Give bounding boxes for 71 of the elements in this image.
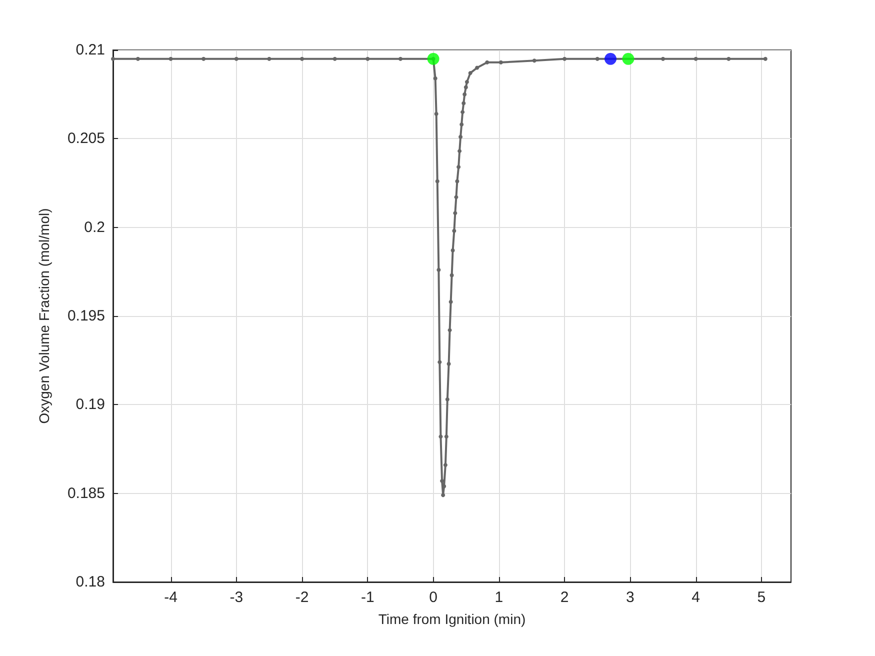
point bbox=[444, 434, 448, 439]
point bbox=[438, 434, 443, 439]
point bbox=[438, 360, 442, 364]
x-tick-label: 4 bbox=[692, 589, 700, 606]
y-tick-label: 0.205 bbox=[67, 130, 105, 148]
point bbox=[455, 179, 460, 184]
point bbox=[202, 56, 206, 61]
point bbox=[136, 56, 140, 61]
point bbox=[485, 60, 490, 64]
point bbox=[462, 92, 467, 96]
point bbox=[234, 56, 238, 61]
y-tick-label: 0.18 bbox=[76, 574, 105, 590]
point bbox=[458, 149, 462, 154]
point bbox=[435, 179, 440, 184]
point bbox=[366, 56, 370, 61]
point bbox=[427, 52, 440, 65]
point bbox=[460, 122, 464, 126]
x-tick-label: 1 bbox=[494, 589, 504, 606]
point bbox=[450, 273, 454, 278]
point bbox=[436, 268, 441, 272]
y-tick-label: 0.2 bbox=[84, 218, 105, 236]
point bbox=[595, 56, 600, 61]
point bbox=[464, 85, 468, 90]
point bbox=[458, 134, 463, 139]
point bbox=[111, 56, 115, 61]
x-tick-label: 0 bbox=[429, 589, 438, 606]
point bbox=[661, 56, 666, 61]
point bbox=[450, 248, 455, 252]
x-tick-label: -2 bbox=[295, 589, 309, 606]
y-tick-label: 0.19 bbox=[76, 396, 105, 414]
x-tick-label: -1 bbox=[360, 589, 374, 606]
point bbox=[453, 211, 458, 216]
x-tick-label: 3 bbox=[626, 589, 634, 606]
y-tick-label: 0.21 bbox=[76, 42, 105, 58]
point bbox=[456, 165, 461, 170]
x-axis-title: Time from Ignition (min) bbox=[378, 611, 526, 627]
point bbox=[434, 112, 438, 116]
point bbox=[622, 52, 634, 65]
y-axis-title: Oxygen Volume Fraction (mol/mol) bbox=[36, 208, 52, 424]
point bbox=[300, 56, 304, 61]
y-tick-label: 0.195 bbox=[67, 308, 105, 324]
point bbox=[448, 300, 453, 304]
x-tick-label: -4 bbox=[164, 589, 178, 606]
point bbox=[462, 101, 466, 106]
point bbox=[446, 362, 451, 366]
point bbox=[267, 56, 272, 61]
point bbox=[694, 56, 698, 61]
point bbox=[475, 66, 480, 70]
point bbox=[562, 56, 567, 61]
x-tick-label: 5 bbox=[757, 589, 766, 606]
point bbox=[498, 60, 503, 64]
point bbox=[464, 80, 469, 84]
point bbox=[448, 328, 452, 332]
point bbox=[441, 493, 446, 498]
point bbox=[443, 462, 448, 467]
x-tick-label: 2 bbox=[560, 589, 569, 606]
y-tick-label: 0.185 bbox=[67, 484, 105, 502]
point bbox=[454, 195, 458, 200]
point bbox=[445, 397, 450, 402]
point bbox=[332, 56, 337, 61]
point bbox=[763, 56, 768, 61]
point bbox=[398, 56, 402, 61]
x-tick-label: -3 bbox=[230, 589, 244, 606]
point bbox=[460, 110, 465, 114]
point bbox=[452, 228, 456, 233]
point bbox=[532, 58, 536, 63]
point bbox=[168, 56, 173, 61]
point bbox=[433, 76, 438, 80]
point bbox=[468, 71, 472, 76]
point bbox=[604, 52, 617, 65]
point bbox=[726, 56, 731, 61]
